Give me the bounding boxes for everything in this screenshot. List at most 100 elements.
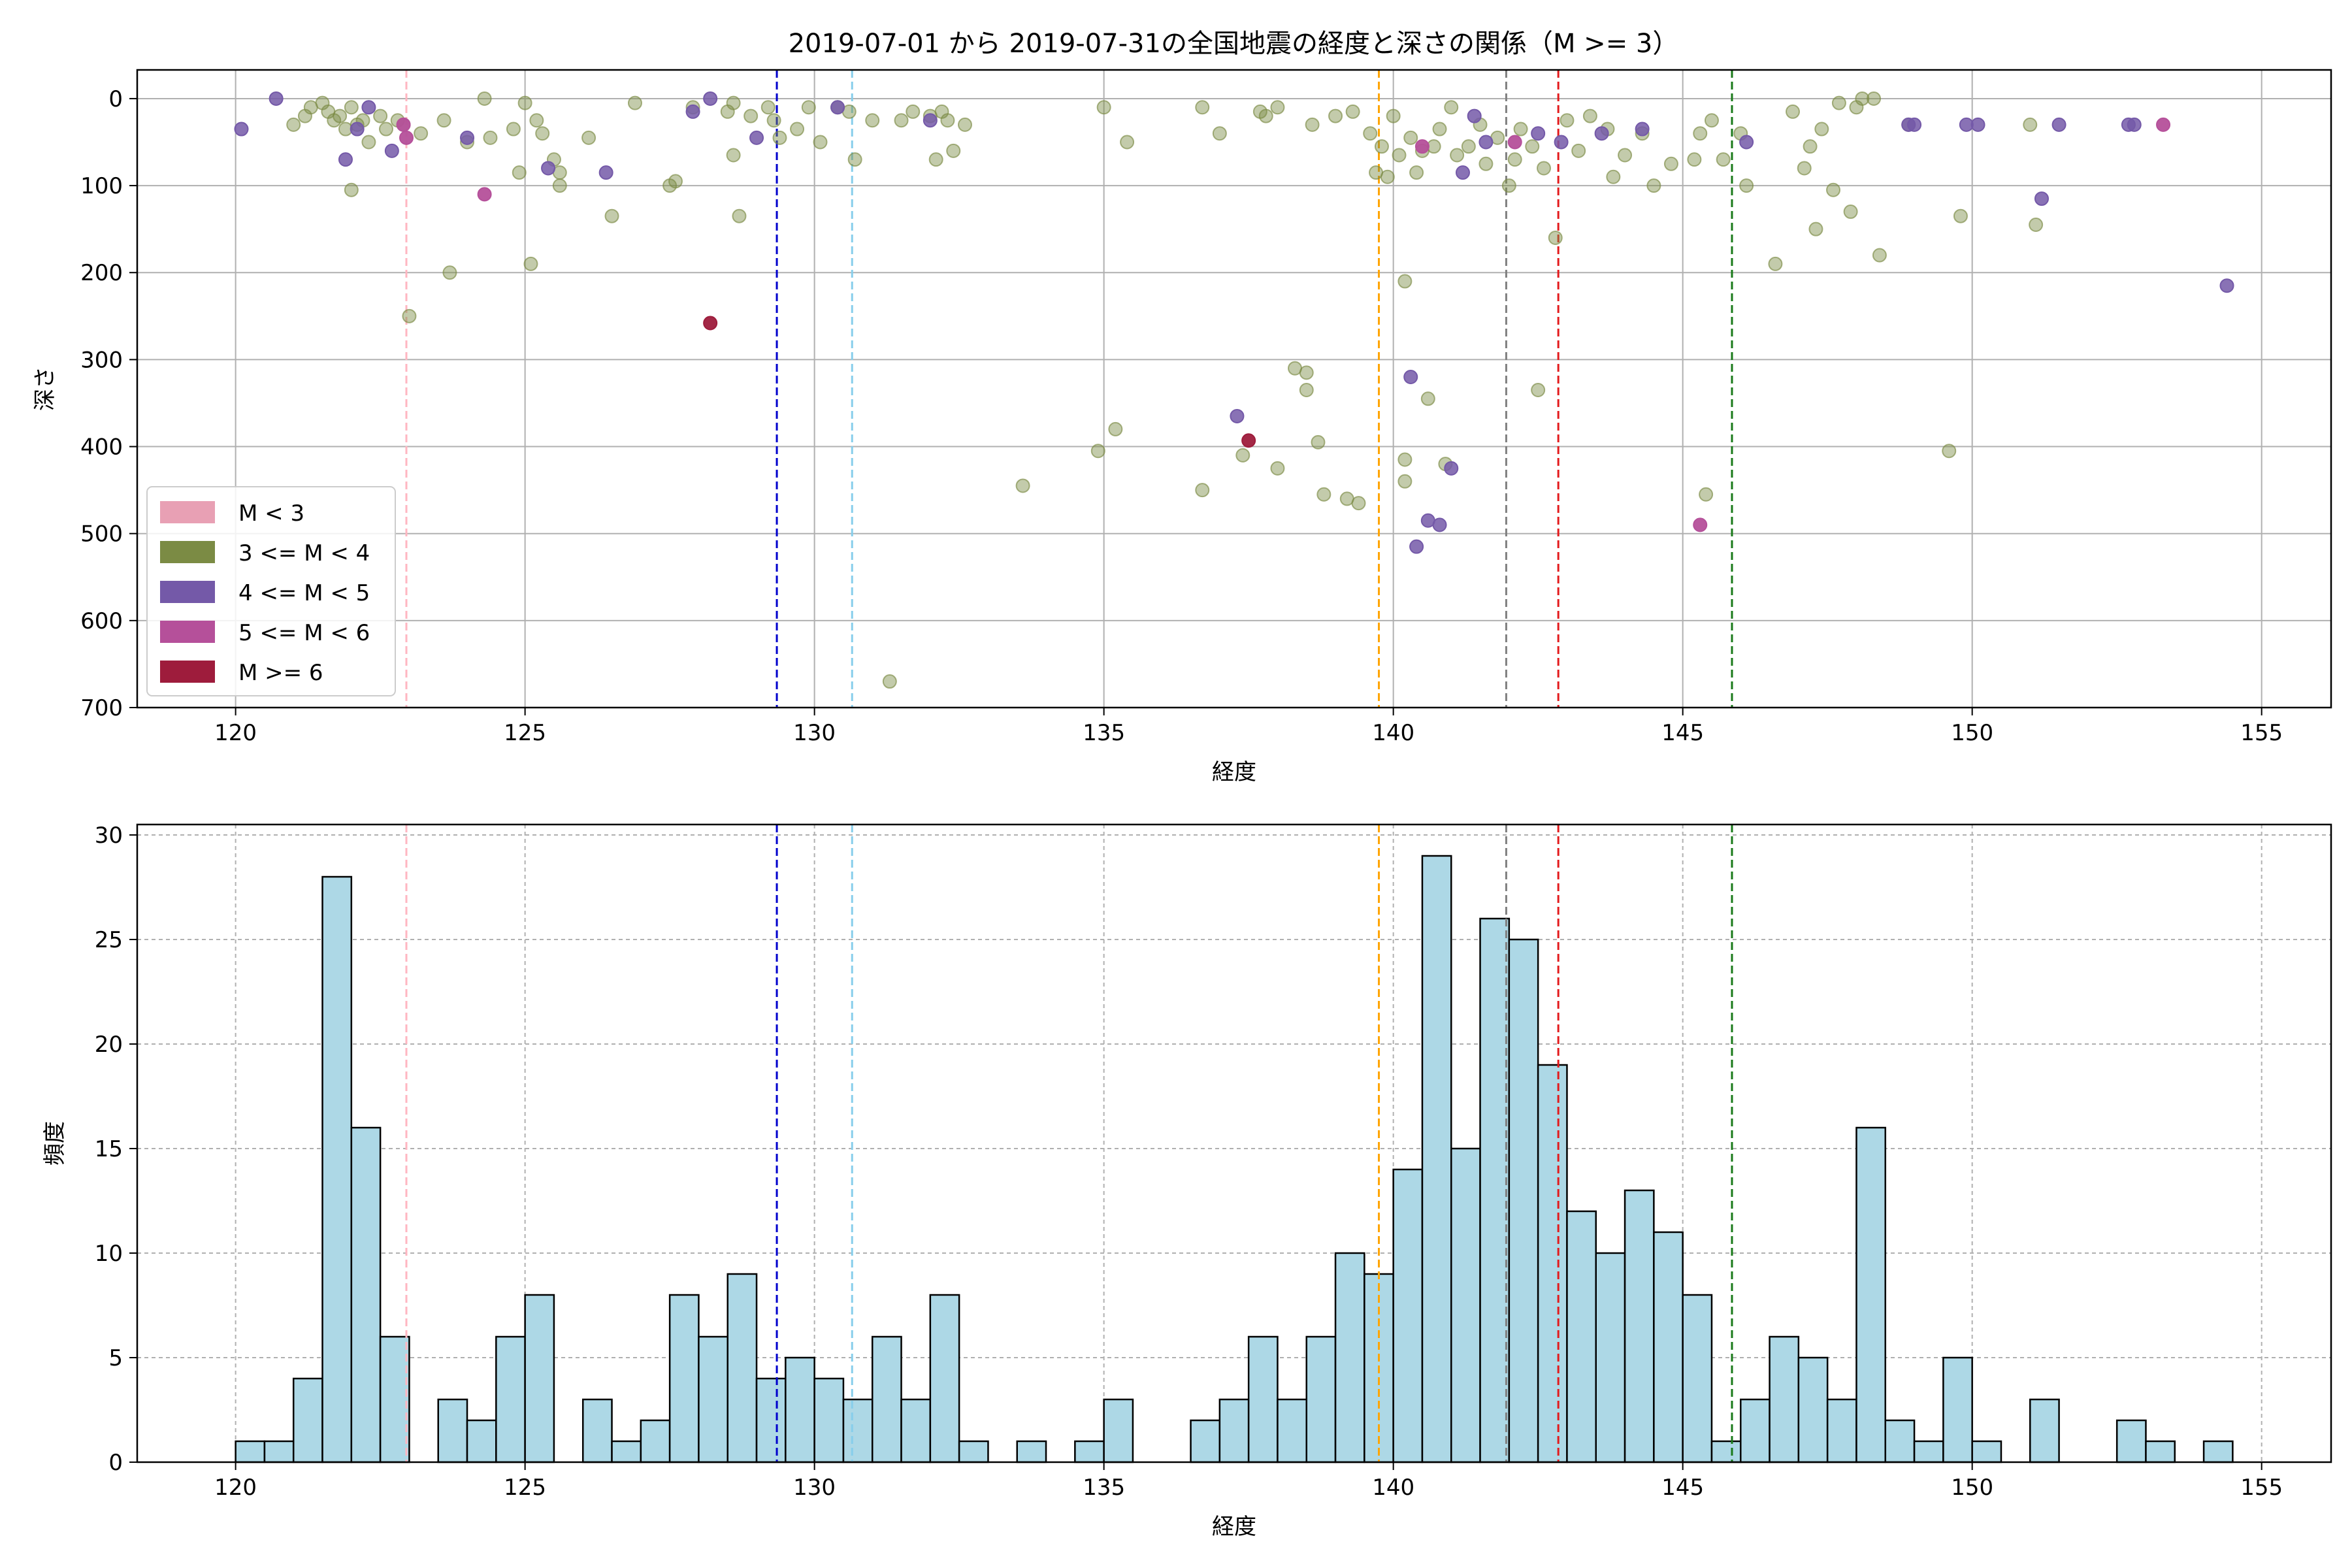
- histogram-bar: [640, 1419, 671, 1463]
- scatter-point-m3to4: [1432, 122, 1447, 137]
- scatter-point-m3to4: [1953, 208, 1968, 223]
- scatter-x-tick-label: 120: [214, 720, 257, 746]
- scatter-point-m3to4: [378, 122, 393, 137]
- scatter-point-m3to4: [2023, 117, 2038, 132]
- scatter-point-m3to4: [1942, 444, 1957, 459]
- scatter-point-m3to4: [1826, 182, 1841, 197]
- legend-label: 5 <= M < 6: [238, 620, 370, 646]
- scatter-axes: 120 125 130 135 140 145 150 155 0 100 200 300 400 500…: [32, 69, 2332, 785]
- histogram-bar: [581, 1398, 613, 1463]
- histogram-x-tick-label: 140: [1372, 1475, 1414, 1501]
- histogram-y-tick-label: 20: [95, 1032, 123, 1058]
- scatter-point-m3to4: [882, 674, 897, 689]
- histogram-bar: [785, 1356, 815, 1463]
- histogram-bar: [235, 1440, 266, 1463]
- scatter-point-m3to4: [1015, 478, 1030, 493]
- histogram-bar: [1624, 1189, 1655, 1463]
- scatter-point-m3to4: [790, 122, 805, 137]
- scatter-point-m3to4: [958, 117, 973, 132]
- histogram-bar: [2145, 1440, 2176, 1463]
- scatter-point-m3to4: [1270, 100, 1285, 115]
- scatter-point-m3to4: [414, 126, 429, 141]
- scatter-point-m3to4: [726, 95, 741, 110]
- histogram-bar: [1247, 1335, 1279, 1463]
- scatter-point-m3to4: [743, 108, 759, 123]
- histogram-bar: [958, 1440, 989, 1463]
- histogram-reference-lines: [405, 825, 1733, 1462]
- histogram-bar: [321, 875, 353, 1463]
- scatter-point-m3to4: [1814, 122, 1829, 137]
- scatter-point-m3to4: [512, 165, 527, 180]
- scatter-point-m3to4: [1444, 100, 1459, 115]
- histogram-bar: [813, 1377, 845, 1463]
- scatter-point-m4to5: [703, 91, 718, 106]
- scatter-point-m3to4: [1507, 152, 1522, 167]
- scatter-point-m3to4: [477, 91, 492, 106]
- scatter-point-m3to4: [2029, 218, 2044, 233]
- scatter-point-m4to5: [269, 91, 284, 106]
- scatter-point-m3to4: [1351, 496, 1366, 511]
- scatter-point-m4to5: [2034, 191, 2049, 206]
- histogram-bar: [1595, 1252, 1626, 1463]
- scatter-y-tick-label: 400: [80, 434, 123, 461]
- scatter-point-m3to4: [1808, 221, 1823, 237]
- scatter-point-m3to4: [946, 143, 961, 158]
- scatter-point-m3to4: [1345, 104, 1360, 119]
- scatter-point-m3to4: [1316, 487, 1331, 502]
- histogram-bar: [900, 1398, 932, 1463]
- scatter-y-tick-label: 200: [80, 260, 123, 286]
- scatter-point-m3to4: [442, 265, 457, 280]
- scatter-point-m3to4: [581, 130, 596, 145]
- scatter-point-m3to4: [772, 130, 787, 145]
- figure-title: 2019-07-01 から 2019-07-31の全国地震の経度と深さの関係（M…: [789, 29, 1679, 59]
- histogram-bar: [1826, 1398, 1857, 1463]
- scatter-point-m3to4: [1531, 382, 1546, 397]
- scatter-point-m3to4: [1258, 108, 1273, 123]
- histogram-bar: [1913, 1440, 1944, 1463]
- scatter-point-m3to4: [1571, 143, 1586, 158]
- scatter-point-m3to4: [1420, 391, 1435, 406]
- scatter-point-m3to4: [1525, 139, 1540, 154]
- histogram-bar: [1103, 1398, 1134, 1463]
- scatter-point-m3to4: [760, 100, 776, 115]
- scatter-point-m4to5: [541, 161, 556, 176]
- scatter-point-m3to4: [847, 152, 862, 167]
- histogram-bar: [1740, 1398, 1771, 1463]
- histogram-x-tick-label: 145: [1661, 1475, 1704, 1501]
- scatter-point-m3to4: [1212, 126, 1227, 141]
- scatter-ticks: 120 125 130 135 140 145 150 155 0 100 200 300 400 500…: [80, 86, 2283, 746]
- scatter-point-m3to4: [1397, 452, 1413, 467]
- scatter-point-m4to5: [1907, 117, 1922, 132]
- histogram-y-tick-label: 30: [95, 823, 123, 849]
- histogram-bar: [1508, 938, 1539, 1463]
- scatter-point-m3to4: [1311, 434, 1326, 449]
- histogram-bar: [1942, 1356, 1973, 1463]
- scatter-point-m4to5: [1970, 117, 1985, 132]
- scatter-point-m3to4: [766, 113, 781, 128]
- scatter-point-m3to4: [517, 95, 532, 110]
- scatter-point-m3to4: [1305, 117, 1320, 132]
- legend-label: M >= 6: [238, 660, 323, 686]
- histogram-bar: [668, 1294, 700, 1463]
- histogram-bar: [2115, 1419, 2147, 1463]
- histogram-bar: [1392, 1168, 1424, 1463]
- scatter-point-m3to4: [286, 117, 301, 132]
- scatter-x-tick-label: 145: [1661, 720, 1704, 746]
- scatter-point-m4to5: [338, 152, 353, 167]
- scatter-point-m3to4: [1409, 165, 1424, 180]
- histogram-bar: [1016, 1440, 1047, 1463]
- scatter-point-m3to4: [1386, 108, 1401, 123]
- scatter-point-m3to4: [1363, 126, 1378, 141]
- scatter-point-m3to4: [1392, 148, 1407, 163]
- scatter-point-m3to4: [535, 126, 550, 141]
- histogram-x-tick-label: 135: [1083, 1475, 1125, 1501]
- scatter-point-m3to4: [1501, 178, 1516, 193]
- scatter-point-m3to4: [1299, 382, 1314, 397]
- scatter-point-m4to5: [1403, 370, 1418, 385]
- histogram-bar: [1769, 1335, 1800, 1463]
- scatter-point-m3to4: [894, 113, 909, 128]
- scatter-point-m3to4: [1096, 100, 1111, 115]
- scatter-point-m3to4: [928, 152, 943, 167]
